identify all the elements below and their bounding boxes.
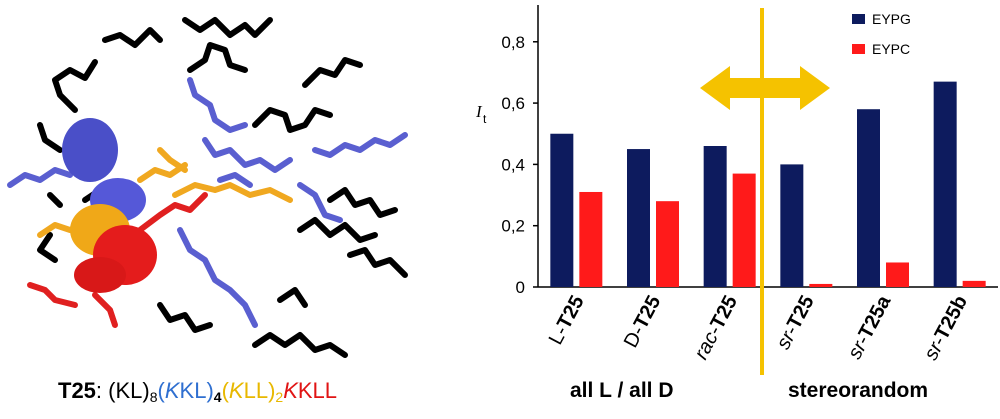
bar-eypc [886,262,909,287]
legend-label-eypg: EYPG [872,11,911,27]
legend-swatch-eypc [852,44,865,54]
y-tick-label: 0 [516,278,525,297]
y-axis: 0 0,2 0,4 0,6 0,8 I t [475,5,998,297]
bar-eypc [809,283,833,287]
sequence-gen3: (KLL) [221,378,276,403]
bar-eypc [656,201,679,287]
x-axis-labels: L-T25 D-T25 rac-T25 sr-T25 sr-T25a sr-T25b [545,291,972,364]
sequence-gen2-count: 4 [213,389,222,405]
bar-eypc [962,280,986,287]
x-tick-label: sr-T25 [772,292,818,353]
sequence-gen2: (KKL) [157,378,214,403]
y-axis-label-subscript: t [483,112,487,126]
y-tick-label: 0,6 [501,94,525,113]
legend-label-eypc: EYPC [872,41,910,57]
helix-ribbons [62,118,157,293]
double-arrow-icon [700,66,830,110]
bar-eypg [627,149,650,287]
peptide-dendrimer-structure [7,17,408,358]
x-tick-label: D-T25 [620,292,666,351]
bar-eypg [857,109,880,287]
y-axis-label: I [475,102,483,121]
y-tick-label: 0,4 [501,155,525,174]
legend-swatch-eypg [852,14,865,24]
group-divider [700,8,830,375]
y-tick-label: 0,2 [501,217,525,236]
red-side-chains [27,192,208,328]
caption-separator: : [95,378,109,403]
black-side-chains [37,17,408,358]
sequence-gen4: KKLL [283,378,338,403]
bar-eypc [579,191,603,287]
group-label-stereorandom: stereorandom [788,379,929,402]
bars [550,81,986,287]
sequence-core-count: 8 [149,389,158,405]
bar-eypg [780,164,804,287]
x-tick-label: rac-T25 [690,292,742,363]
bar-eypg [703,146,727,287]
x-tick-label: sr-T25b [920,292,972,364]
group-label-all-l-all-d: all L / all D [570,379,674,402]
bar-eypc [732,173,756,287]
x-tick-label: sr-T25a [844,291,896,363]
dendrimer-name: T25 [58,378,96,403]
orange-side-chains [37,147,293,238]
sequence-gen3-count: 2 [275,389,284,405]
blue-side-chains [7,77,408,328]
peptide-sequence-caption: T25: (KL)8(KKL)4(KLL)2KKLL [58,378,337,410]
bar-eypg [550,133,574,287]
x-tick-label: L-T25 [545,292,589,348]
legend: EYPG EYPC [852,11,911,57]
bar-eypg [933,81,957,287]
sequence-core: (KL) [108,378,150,403]
y-tick-label: 0,8 [501,33,525,52]
